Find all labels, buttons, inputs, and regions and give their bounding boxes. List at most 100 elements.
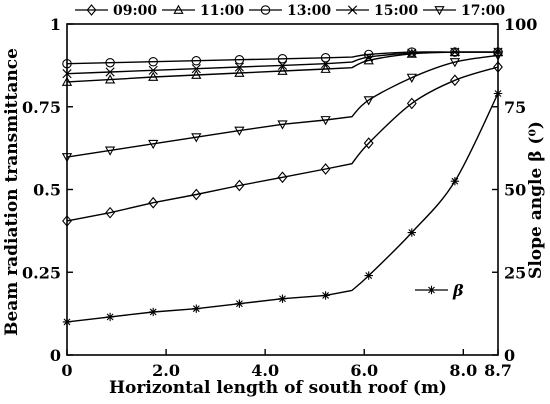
y-left-tick-label: 0.25 (22, 263, 61, 282)
data-point (277, 120, 288, 130)
data-point (278, 294, 287, 303)
legend-marker (434, 6, 445, 16)
data-point (105, 206, 116, 219)
y-left-axis-label: Beam radiation transmittance (2, 48, 22, 336)
data-point (105, 312, 115, 322)
series-line (66, 51, 499, 75)
plot-area: 0 2.0 4.0 6.0 8.0 8.700.250.50.75102550751000… (22, 3, 537, 380)
data-point (321, 59, 331, 69)
data-point (62, 317, 72, 327)
x-tick-label: 0 (61, 361, 72, 380)
data-point (191, 55, 202, 66)
x-tick-label: 2.0 (152, 361, 180, 380)
data-point (148, 65, 158, 75)
legend-marker (173, 4, 184, 14)
data-point (148, 139, 159, 150)
data-point (363, 96, 374, 106)
y-left-tick-label: 1 (50, 15, 61, 34)
data-point (363, 55, 374, 65)
data-point (407, 47, 417, 57)
series-beta (62, 89, 503, 327)
data-point (148, 196, 159, 209)
y-right-tick-label: 100 (504, 15, 537, 34)
data-point (235, 299, 244, 308)
data-point (62, 58, 72, 69)
series-0900 (62, 61, 503, 227)
data-point (277, 65, 288, 75)
data-point (449, 58, 461, 68)
legend-label: 13:00 (287, 3, 331, 19)
data-point (148, 71, 159, 81)
data-point (321, 291, 330, 300)
data-point (148, 56, 158, 67)
x-tick-label: 8.0 (449, 361, 477, 380)
data-point (277, 171, 288, 184)
y-left-tick-label: 0.75 (22, 98, 61, 117)
series-line (66, 54, 499, 158)
data-point (105, 57, 115, 68)
data-point (104, 146, 116, 156)
data-point (320, 63, 331, 73)
data-point (277, 54, 288, 64)
series-1700 (61, 51, 504, 163)
data-point (493, 61, 503, 73)
data-point (320, 116, 331, 126)
legend-marker (260, 5, 271, 15)
legend-marker (427, 285, 436, 295)
data-point (363, 49, 374, 60)
plot-frame (66, 23, 499, 356)
legend-label: 15:00 (374, 3, 418, 19)
series-line (66, 51, 498, 65)
data-point (450, 47, 460, 57)
series-line (66, 93, 499, 323)
x-tick-label: 8.7 (484, 361, 512, 380)
data-point (234, 179, 245, 192)
data-point (407, 228, 416, 237)
y-right-axis-label: Slope angle β (⁰) (526, 121, 546, 279)
data-point (191, 69, 202, 79)
y-left-tick-label: 0.5 (33, 181, 61, 200)
legend-label: β (452, 281, 464, 300)
data-point (492, 51, 504, 61)
data-point (149, 307, 158, 317)
data-point (191, 64, 201, 74)
data-point (191, 133, 202, 143)
data-point (62, 215, 72, 227)
data-point (191, 188, 202, 201)
legend-label: 09:00 (113, 3, 157, 19)
y-right-tick-label: 50 (504, 181, 526, 200)
legend-label: 17:00 (461, 3, 505, 19)
legend-marker (86, 4, 97, 16)
y-left-tick-label: 0 (50, 346, 61, 365)
data-point (277, 60, 288, 70)
data-point (449, 74, 460, 87)
x-tick-label: 4.0 (251, 361, 279, 380)
data-point (61, 153, 73, 163)
data-point (61, 76, 73, 86)
data-point (450, 177, 460, 186)
data-point (234, 126, 245, 136)
series-line (66, 66, 499, 222)
data-point (104, 74, 116, 84)
data-point (406, 73, 417, 83)
data-point (493, 89, 503, 98)
data-point (407, 48, 417, 58)
legend-marker (347, 5, 358, 15)
x-tick-label: 6.0 (350, 361, 378, 380)
y-right-tick-label: 75 (504, 98, 526, 117)
legend-label: 11:00 (200, 3, 244, 19)
series-1100 (61, 46, 504, 86)
data-point (234, 67, 245, 77)
data-point (363, 137, 374, 150)
data-point (364, 52, 374, 62)
legend-top: 09:00 11:00 13:00 15:00 17:00 (75, 3, 505, 19)
y-right-tick-label: 25 (504, 263, 526, 282)
data-point (62, 69, 72, 79)
data-point (105, 67, 115, 77)
x-axis-label: Horizontal length of south roof (m) (109, 378, 447, 398)
data-point (192, 304, 201, 313)
data-point (320, 53, 331, 63)
data-point (320, 163, 331, 175)
legend-beta: β (415, 281, 464, 300)
